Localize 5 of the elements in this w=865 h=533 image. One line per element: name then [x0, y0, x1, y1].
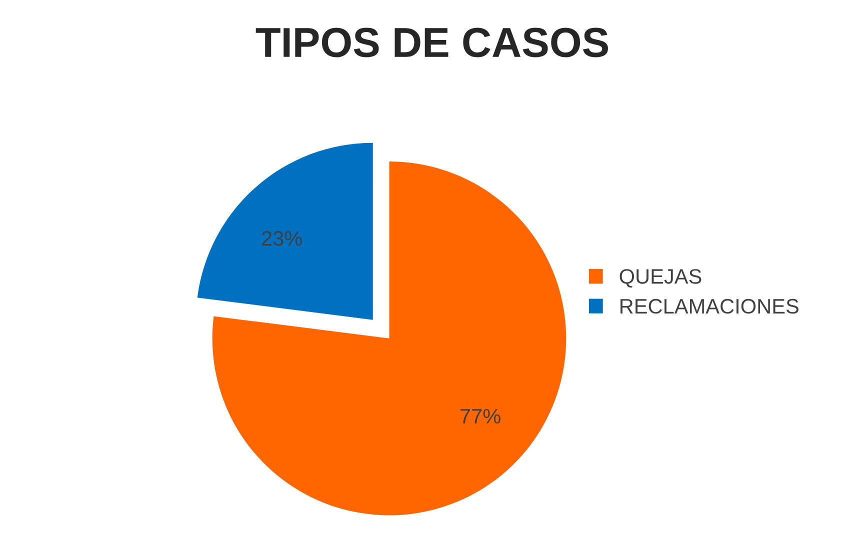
- legend-label: RECLAMACIONES: [620, 298, 798, 314]
- chart-title: TIPOS DE CASOS: [256, 28, 608, 58]
- data-label: 77%: [460, 408, 500, 424]
- legend-label: QUEJAS: [620, 269, 702, 288]
- data-label: 23%: [262, 231, 302, 246]
